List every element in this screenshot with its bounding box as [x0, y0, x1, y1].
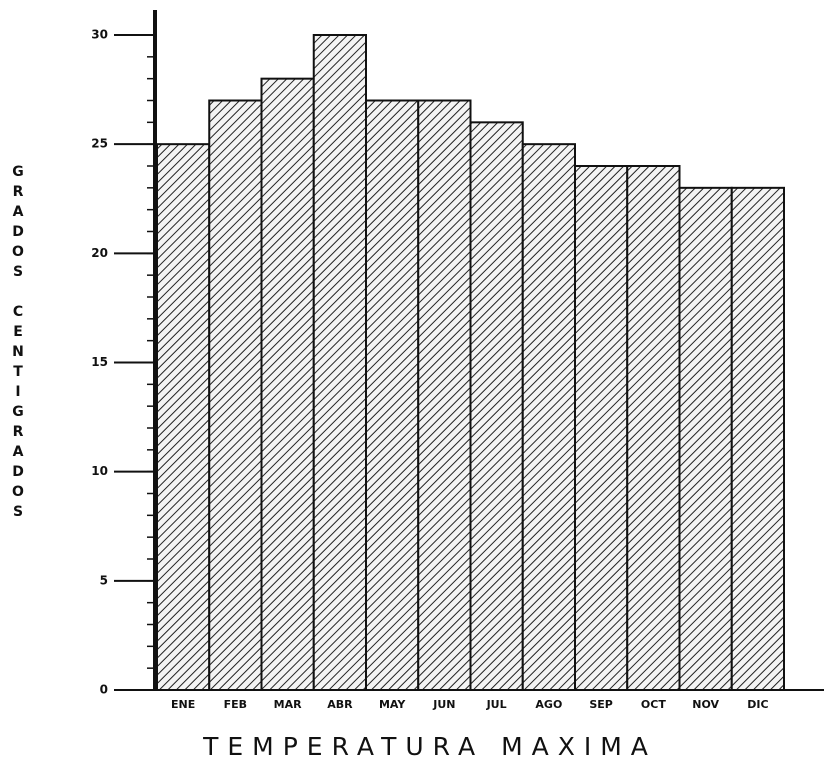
y-tick-label: 10	[91, 464, 108, 478]
y-tick-label: 25	[91, 137, 108, 151]
x-tick-label: ABR	[327, 698, 353, 711]
chart-title: TEMPERATURA MAXIMA	[202, 732, 657, 760]
y-tick-label: 30	[91, 28, 108, 42]
x-tick-label: FEB	[224, 698, 247, 711]
bar	[417, 99, 472, 691]
bar	[260, 77, 315, 691]
x-tick-label: ENE	[171, 698, 195, 711]
x-tick-label: MAR	[274, 698, 302, 711]
x-tick-label: SEP	[589, 698, 613, 711]
bar	[521, 143, 576, 691]
x-tick-label: MAY	[379, 698, 406, 711]
bar	[208, 99, 263, 691]
bar	[156, 143, 211, 691]
bar	[365, 99, 420, 691]
bar	[469, 121, 524, 692]
x-tick-label: OCT	[641, 698, 666, 711]
y-tick-label: 5	[100, 573, 108, 587]
y-tick-label: 0	[100, 683, 108, 697]
x-tick-label: AGO	[535, 698, 562, 711]
x-tick-label: DIC	[747, 698, 768, 711]
y-tick-label: 15	[91, 355, 108, 369]
bar	[730, 186, 785, 691]
x-tick-label: JUL	[486, 698, 507, 711]
bar	[678, 186, 733, 691]
bar	[312, 34, 367, 691]
y-tick-label: 20	[91, 246, 108, 260]
bar	[626, 165, 681, 691]
x-tick-label: NOV	[692, 698, 719, 711]
x-tick-label: JUN	[432, 698, 455, 711]
y-axis-label: GRADOS CENTIGRADOS	[10, 164, 26, 524]
bar	[574, 165, 629, 691]
